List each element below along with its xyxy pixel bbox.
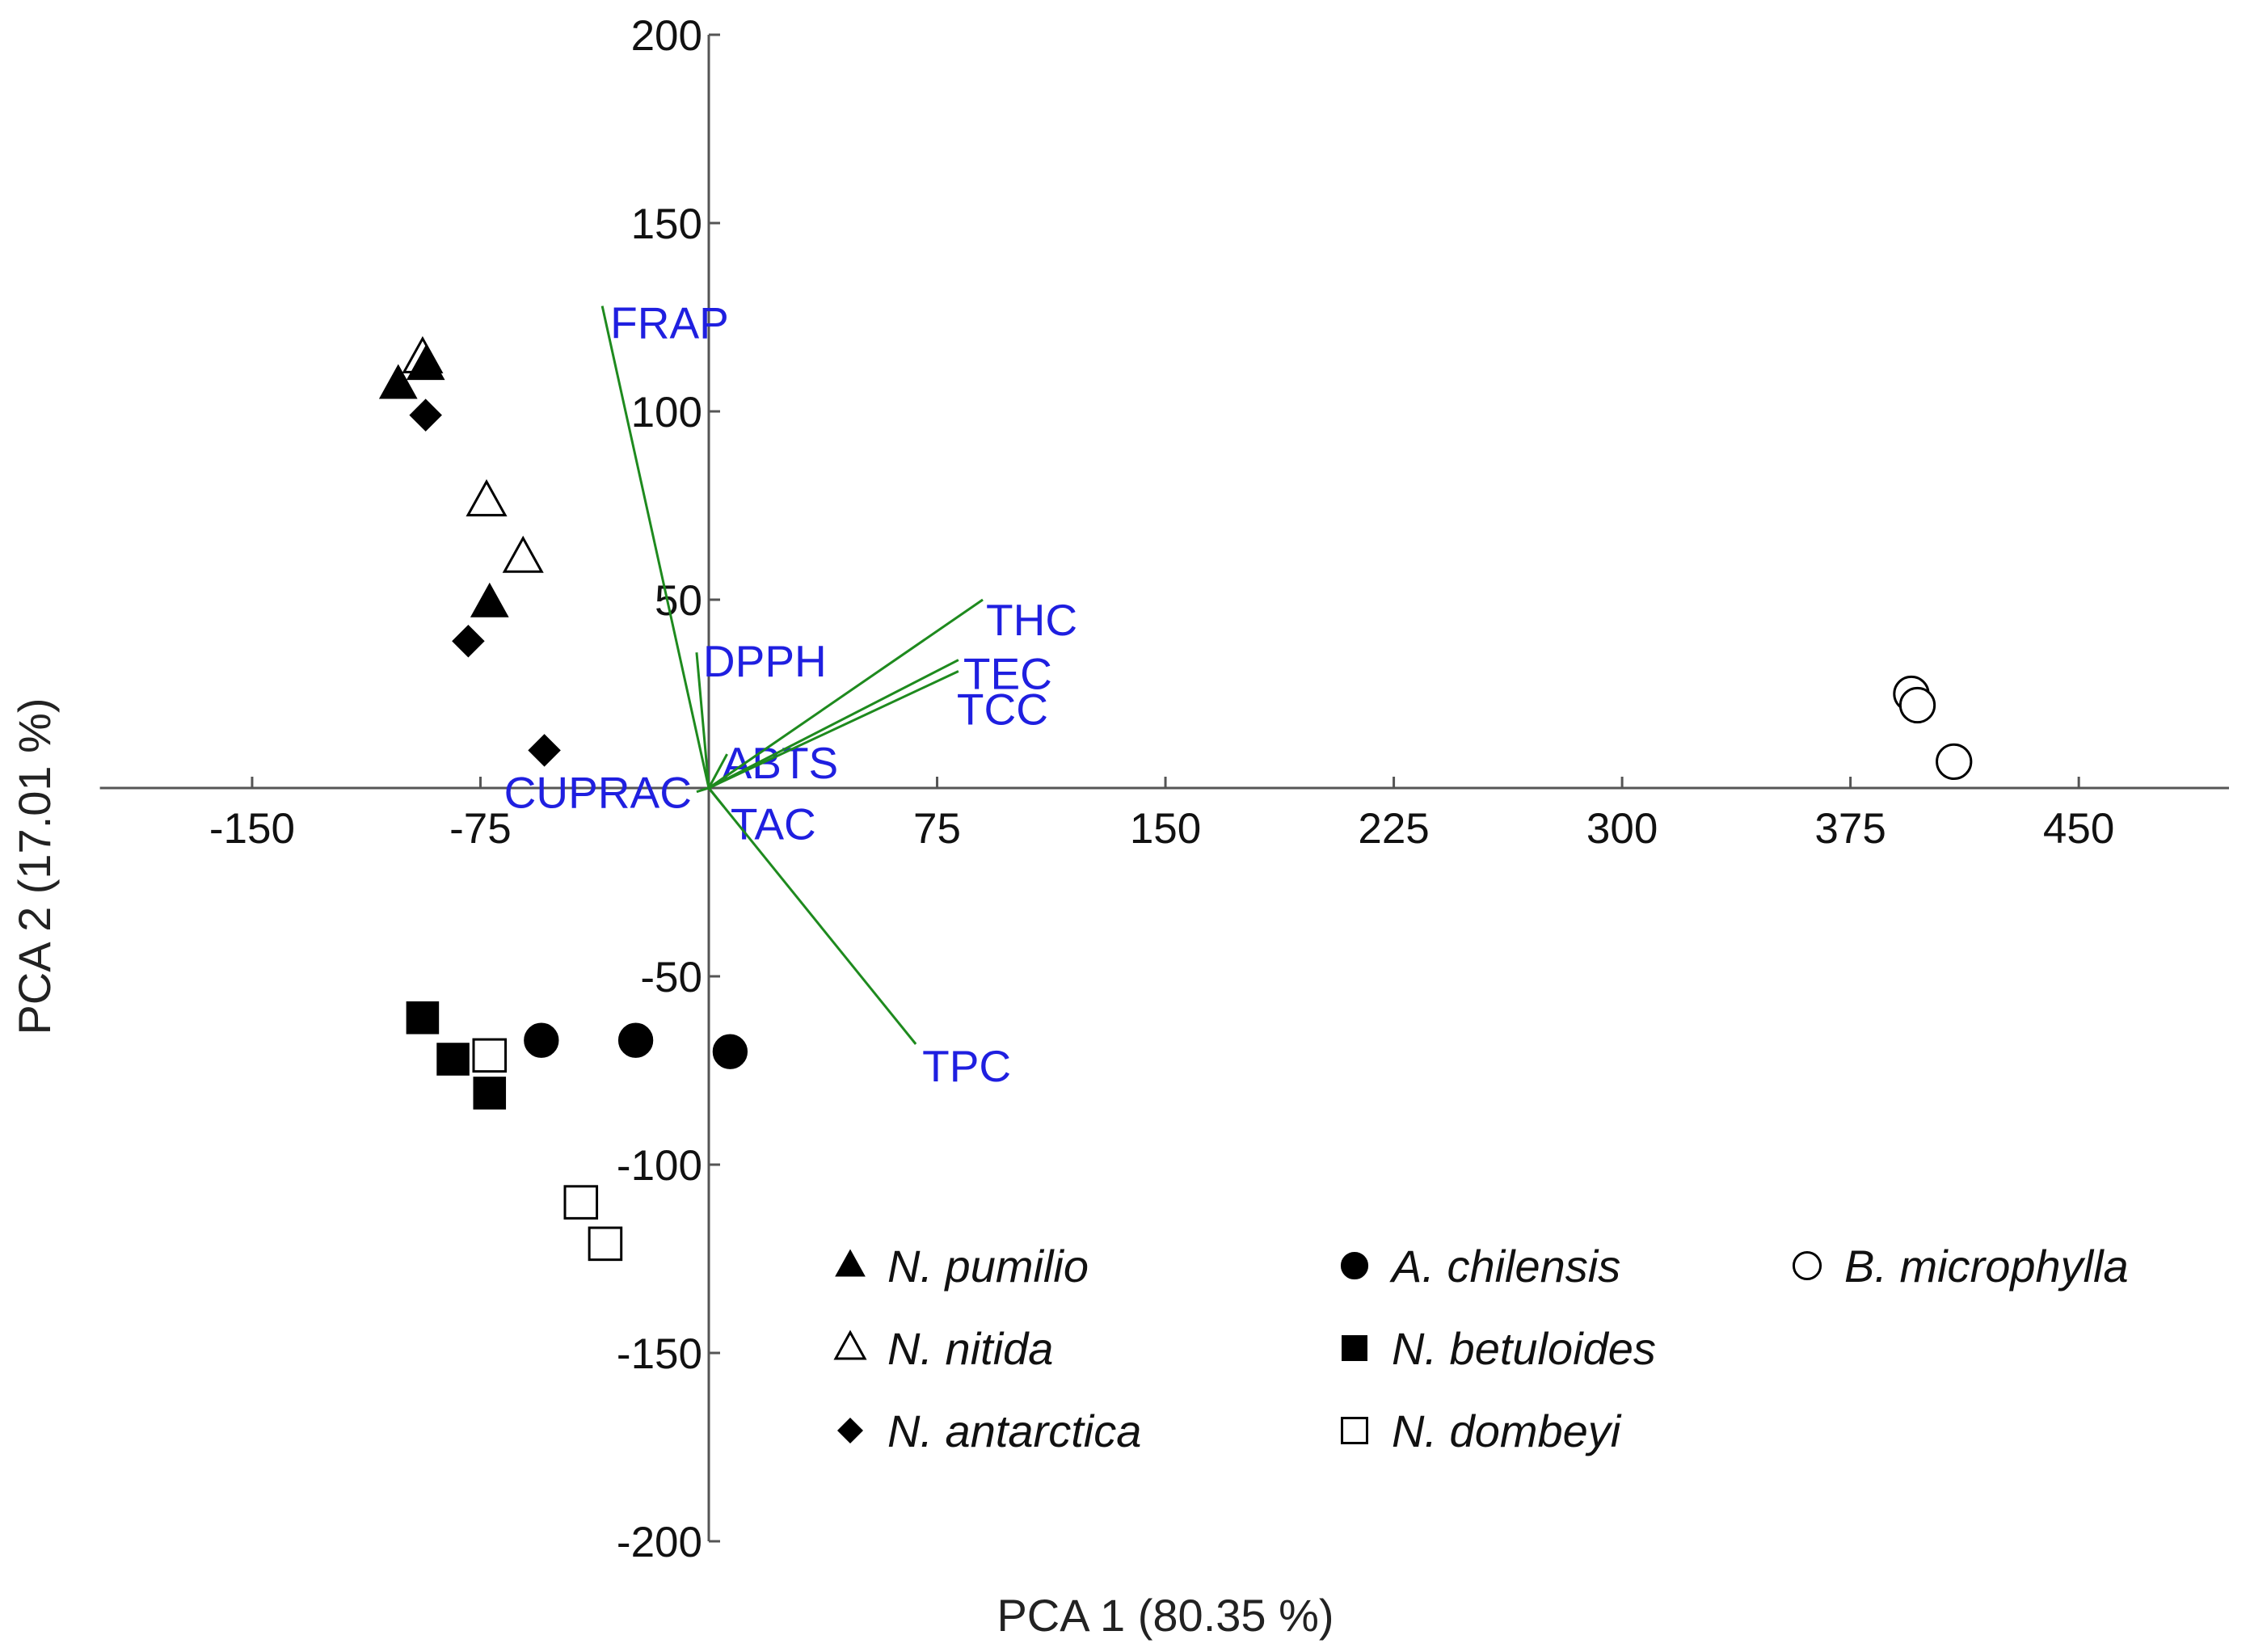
- y-tick-label: -100: [617, 1142, 702, 1190]
- legend-label-n-nitida: N. nitida: [887, 1323, 1053, 1374]
- legend-label-n-pumilio: N. pumilio: [887, 1241, 1089, 1292]
- point-n-dombeyi: [563, 1185, 599, 1220]
- x-tick-label: 225: [1358, 805, 1429, 853]
- y-tick-label: -150: [617, 1330, 702, 1378]
- legend-label-n-betuloides: N. betuloides: [1392, 1323, 1656, 1374]
- axis-ticks: -150 -75 75 150 225 300 375 450 200 150 100 50 -50 -1…: [209, 12, 2114, 1566]
- loading-vector-cuprac: [696, 786, 710, 794]
- loading-label-tcc: TCC: [957, 685, 1048, 735]
- y-tick-label: 100: [631, 389, 702, 436]
- legend-marker-n-antarctica: [836, 1417, 864, 1444]
- legend-label-b-microphylla: B. microphylla: [1844, 1241, 2129, 1292]
- legend: N. pumilio N. nitida N. antarctica A. chile…: [833, 1241, 2129, 1456]
- point-n-betuloides: [436, 1043, 470, 1076]
- point-n-betuloides: [406, 1001, 440, 1035]
- x-axis-title: PCA 1 (80.35 %): [996, 1590, 1334, 1641]
- loading-vector-tpc: [707, 787, 917, 1045]
- point-n-pumilio: [406, 345, 445, 381]
- x-tick-label: -75: [449, 805, 512, 853]
- loading-label-dpph: DPPH: [703, 636, 827, 686]
- point-n-antarctica: [528, 734, 561, 767]
- point-a-chilensis: [617, 1022, 654, 1058]
- loading-vector-tcc: [708, 670, 959, 790]
- legend-label-a-chilensis: A. chilensis: [1389, 1241, 1620, 1292]
- loading-label-tac: TAC: [731, 799, 816, 849]
- point-a-chilensis: [524, 1022, 559, 1058]
- legend-marker-n-dombeyi: [1341, 1417, 1368, 1444]
- x-tick-label: 75: [913, 805, 961, 853]
- loading-vector-abts: [707, 753, 728, 789]
- legend-marker-n-betuloides: [1342, 1335, 1367, 1361]
- point-n-dombeyi: [472, 1038, 508, 1073]
- point-n-dombeyi: [588, 1226, 623, 1262]
- loading-label-tpc: TPC: [922, 1041, 1011, 1091]
- y-tick-label: 200: [631, 12, 702, 60]
- y-axis-title: PCA 2 (17.01 %): [9, 697, 60, 1035]
- score-points: [378, 335, 1973, 1262]
- x-tick-label: 150: [1130, 805, 1201, 853]
- legend-marker-n-nitida: [833, 1330, 867, 1360]
- x-tick-label: 450: [2043, 805, 2114, 853]
- legend-marker-a-chilensis: [1340, 1251, 1369, 1280]
- loading-label-thc: THC: [986, 595, 1077, 645]
- loading-label-abts: ABTS: [723, 738, 839, 788]
- y-tick-label: 150: [631, 200, 702, 248]
- y-tick-label: -200: [617, 1519, 702, 1566]
- loading-vector-thc: [708, 598, 984, 790]
- point-a-chilensis: [712, 1034, 748, 1069]
- loading-vector-frap: [600, 306, 710, 789]
- legend-marker-b-microphylla: [1792, 1250, 1822, 1281]
- point-n-antarctica: [452, 625, 485, 658]
- point-n-betuloides: [473, 1077, 507, 1110]
- point-b-microphylla: [1936, 743, 1973, 781]
- legend-marker-n-pumilio: [835, 1249, 866, 1277]
- point-n-antarctica: [409, 398, 442, 432]
- loading-label-frap: FRAP: [610, 298, 729, 348]
- y-tick-label: 50: [655, 577, 702, 625]
- point-n-nitida: [466, 478, 508, 516]
- point-n-pumilio: [470, 582, 509, 617]
- loading-label-tec: TEC: [963, 649, 1052, 699]
- legend-label-n-antarctica: N. antarctica: [887, 1405, 1141, 1456]
- point-n-pumilio: [378, 364, 418, 399]
- point-b-microphylla: [1898, 686, 1936, 724]
- legend-label-n-dombeyi: N. dombeyi: [1392, 1405, 1622, 1456]
- loading-vector-dpph: [695, 652, 710, 789]
- loading-vector-tec: [708, 659, 959, 790]
- x-tick-label: 300: [1586, 805, 1658, 853]
- loading-label-cuprac: CUPRAC: [504, 768, 692, 818]
- point-n-nitida: [502, 535, 544, 573]
- x-tick-label: -150: [209, 805, 295, 853]
- x-tick-label: 375: [1814, 805, 1886, 853]
- y-tick-label: -50: [640, 954, 702, 1001]
